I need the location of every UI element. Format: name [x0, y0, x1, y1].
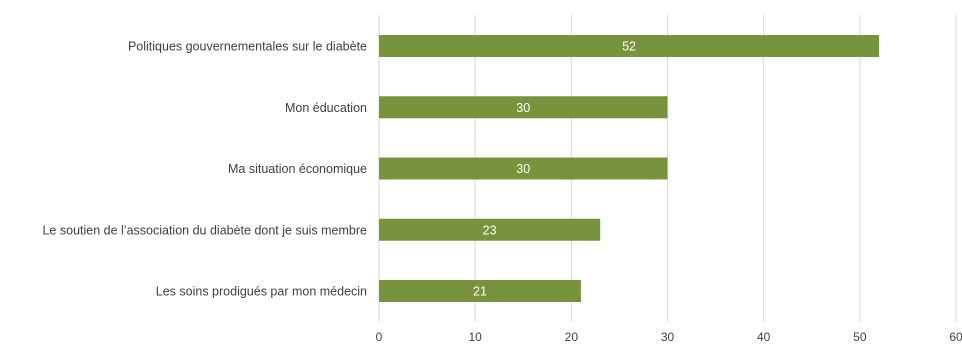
x-tick-label: 10	[468, 330, 482, 344]
x-tick-label: 20	[565, 330, 579, 344]
x-axis-tick-labels: 0 10 20 30 40 50 60	[376, 330, 962, 344]
x-tick-label: 60	[949, 330, 962, 344]
x-tick-label: 0	[376, 330, 383, 344]
data-label: 23	[483, 223, 497, 237]
data-label: 30	[516, 162, 530, 176]
bar	[379, 218, 601, 241]
category-label: Politiques gouvernementales sur le diabè…	[128, 40, 367, 54]
bar	[379, 96, 668, 119]
category-label: Mon éducation	[285, 101, 367, 115]
data-label: 52	[622, 40, 636, 54]
bar	[379, 157, 668, 180]
category-label: Les soins prodigués par mon médecin	[156, 285, 367, 299]
bar	[379, 35, 880, 57]
data-labels: 52 30 30 23 21	[473, 40, 636, 299]
category-label: Ma situation économique	[228, 162, 367, 176]
bars	[379, 35, 880, 302]
category-labels: Politiques gouvernementales sur le diabè…	[42, 40, 367, 299]
x-tick-label: 30	[661, 330, 675, 344]
category-label: Le soutien de l’association du diabète d…	[42, 223, 367, 237]
x-tick-label: 50	[853, 330, 867, 344]
data-label: 21	[473, 285, 487, 299]
x-tick-label: 40	[757, 330, 771, 344]
data-label: 30	[516, 101, 530, 115]
bar	[379, 280, 581, 302]
